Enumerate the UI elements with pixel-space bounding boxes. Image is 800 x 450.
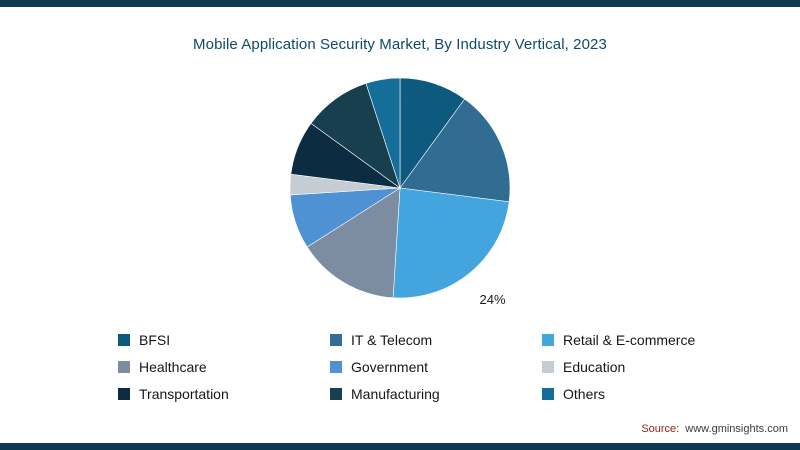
legend-swatch-it-telecom — [330, 333, 342, 346]
source-label: Source: — [641, 423, 680, 435]
legend-item-manufacturing: Manufacturing — [330, 384, 542, 403]
legend-swatch-bfsi — [118, 333, 130, 346]
legend-label: Healthcare — [139, 358, 207, 375]
pie-slice-retail-e-commerce — [392, 187, 510, 299]
legend-label: Transportation — [139, 385, 229, 402]
source-note: Source: www.gminsights.com — [641, 423, 788, 435]
legend-label: Government — [351, 358, 429, 375]
chart-title: Mobile Application Security Market, By I… — [193, 36, 607, 53]
legend-label: Education — [563, 358, 626, 375]
legend-label: Manufacturing — [351, 385, 440, 402]
legend-item-education: Education — [542, 357, 718, 376]
legend-swatch-government — [330, 360, 342, 373]
legend-swatch-manufacturing — [330, 387, 342, 400]
legend-label: Others — [563, 385, 606, 402]
legend-label: IT & Telecom — [351, 331, 433, 348]
legend-item-government: Government — [330, 357, 542, 376]
legend-swatch-education — [542, 360, 554, 373]
pie-slice-healthcare — [306, 187, 401, 299]
legend-item-healthcare: Healthcare — [118, 357, 330, 376]
legend-swatch-retail-e-commerce — [542, 333, 554, 346]
top-accent-bar — [0, 0, 800, 7]
pie-chart: 24% — [289, 77, 511, 307]
legend-swatch-others — [542, 387, 554, 400]
bottom-accent-bar — [0, 443, 800, 450]
pie-data-label: 24% — [480, 292, 506, 307]
legend-swatch-transportation — [118, 387, 130, 400]
pie-slice-others — [365, 77, 401, 189]
legend-item-retail-e-commerce: Retail & E-commerce — [542, 330, 718, 349]
legend-item-transportation: Transportation — [118, 384, 330, 403]
legend-item-others: Others — [542, 384, 718, 403]
legend: BFSI IT & Telecom Retail & E-commerce He… — [118, 330, 718, 403]
legend-swatch-healthcare — [118, 360, 130, 373]
source-url: www.gminsights.com — [685, 423, 788, 435]
pie-slice-it-telecom — [399, 98, 511, 203]
legend-label: BFSI — [139, 331, 171, 348]
legend-item-bfsi: BFSI — [118, 330, 330, 349]
legend-label: Retail & E-commerce — [563, 331, 696, 348]
legend-item-it-telecom: IT & Telecom — [330, 330, 542, 349]
